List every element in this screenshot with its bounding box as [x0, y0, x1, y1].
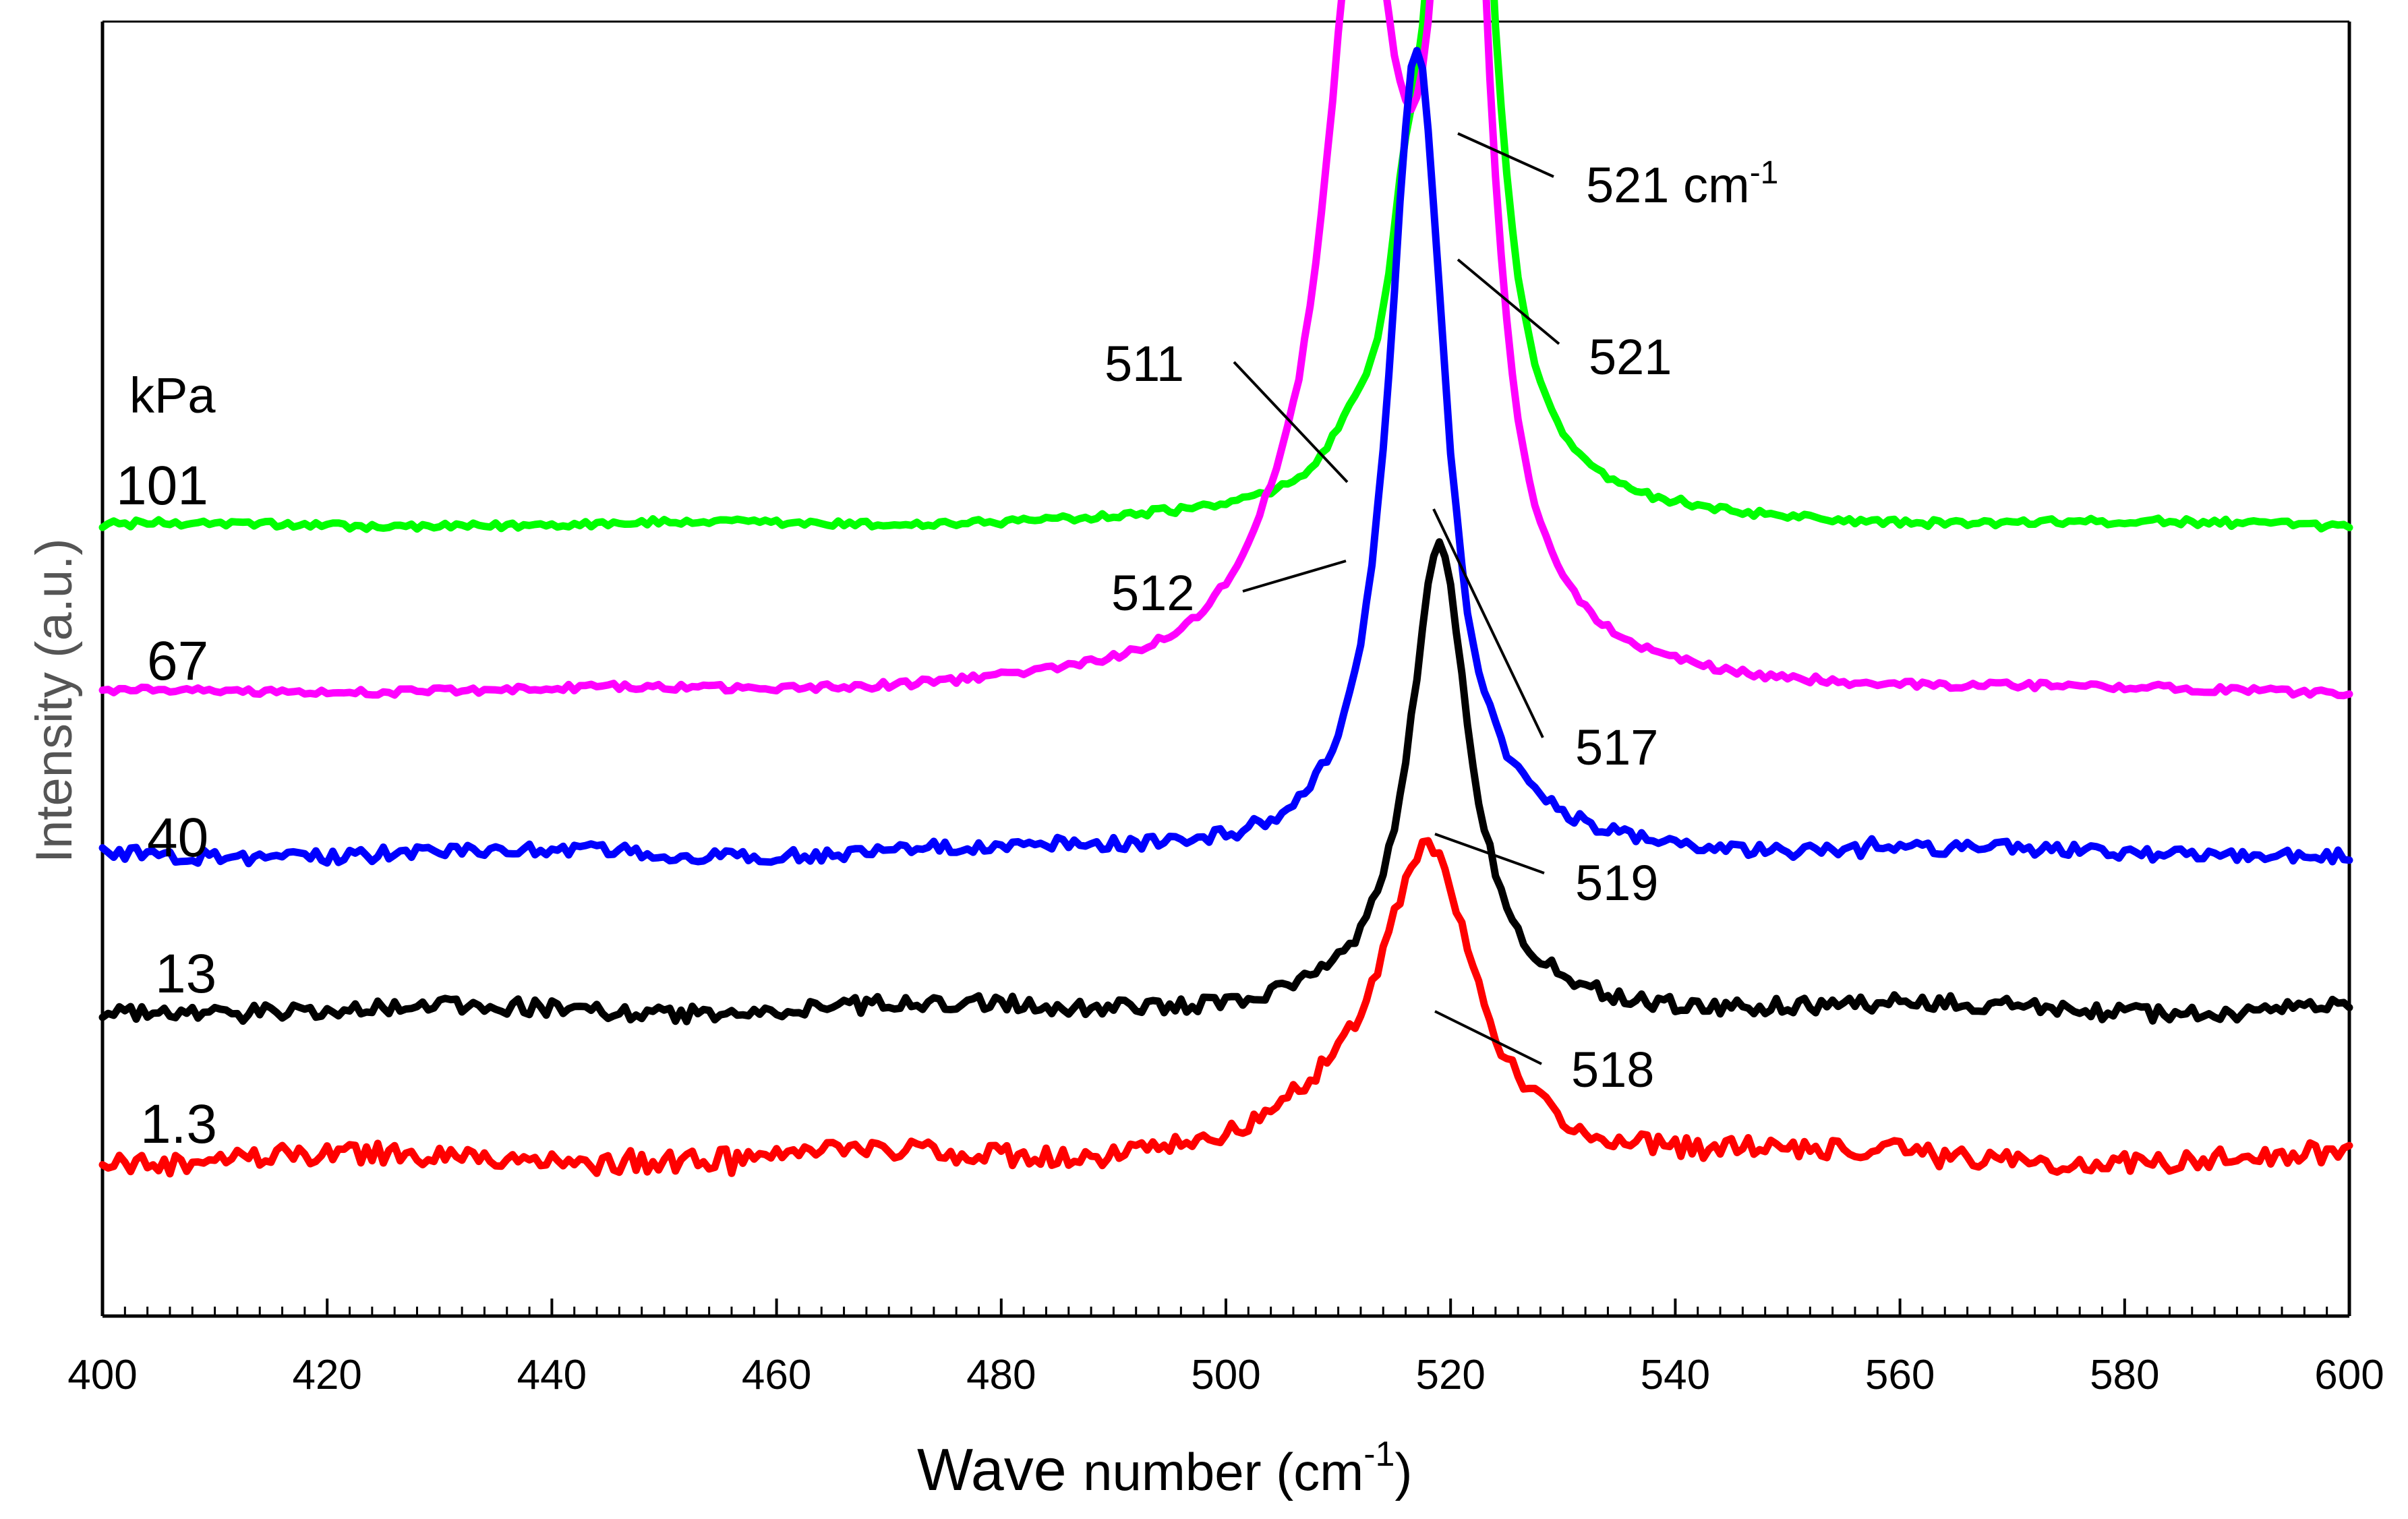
series-line-101	[98, 0, 2353, 533]
y-axis-label: Intensity (a.u.)	[26, 538, 83, 863]
x-tick-label: 420	[292, 1352, 361, 1398]
x-tick-labels: 400 420 440 460 480 500 520 540 560 580 600	[67, 1352, 2384, 1398]
x-tick-label: 480	[966, 1352, 1036, 1398]
series-label-1.3: 1.3	[140, 1094, 217, 1155]
series-line-13	[98, 538, 2353, 1025]
leader-line-517	[1432, 508, 1544, 738]
annotation-517: 517	[1575, 719, 1658, 775]
annotation-511: 511	[1105, 336, 1184, 392]
series-label-101: 101	[116, 455, 208, 516]
x-tick-label: 540	[1641, 1352, 1710, 1398]
x-tick-label: 560	[1865, 1352, 1935, 1398]
series-label-40: 40	[147, 807, 208, 868]
leader-line-512	[1242, 560, 1347, 593]
series-label-13: 13	[155, 943, 216, 1005]
x-tick-label: 520	[1415, 1352, 1485, 1398]
x-tick-label: 460	[742, 1352, 811, 1398]
leader-line-511	[1233, 361, 1349, 483]
x-tick-label: 400	[67, 1352, 137, 1398]
annotation-512: 512	[1111, 565, 1194, 621]
annotation-518: 518	[1571, 1042, 1654, 1098]
annotation-521-top: 521 cm-1	[1586, 155, 1778, 213]
axes	[100, 20, 2351, 1318]
annotations: 521 cm-1 521 511 512 517 519 518	[1105, 132, 1778, 1098]
series-line-67	[98, 0, 2353, 700]
x-tick-label: 580	[2090, 1352, 2159, 1398]
leader-line-521	[1457, 258, 1560, 345]
x-tick-label: 600	[2314, 1352, 2384, 1398]
x-axis-label: Wave number (cm-1)	[917, 1435, 1412, 1503]
x-ticks	[101, 1299, 2351, 1316]
series-line-40	[98, 47, 2353, 868]
series-line-1.3	[98, 837, 2353, 1178]
series-label-67: 67	[147, 630, 208, 692]
legend-header: kPa	[129, 367, 216, 423]
leader-line-518	[1434, 1010, 1542, 1065]
series-group	[98, 0, 2353, 1178]
annotation-519: 519	[1575, 855, 1658, 911]
x-tick-label: 500	[1191, 1352, 1260, 1398]
series-labels: kPa 101 67 40 13 1.3	[116, 367, 217, 1155]
x-tick-label: 440	[517, 1352, 587, 1398]
annotation-521: 521	[1589, 329, 1672, 385]
leader-line-519	[1434, 833, 1545, 874]
leader-line-521-top	[1457, 132, 1554, 178]
